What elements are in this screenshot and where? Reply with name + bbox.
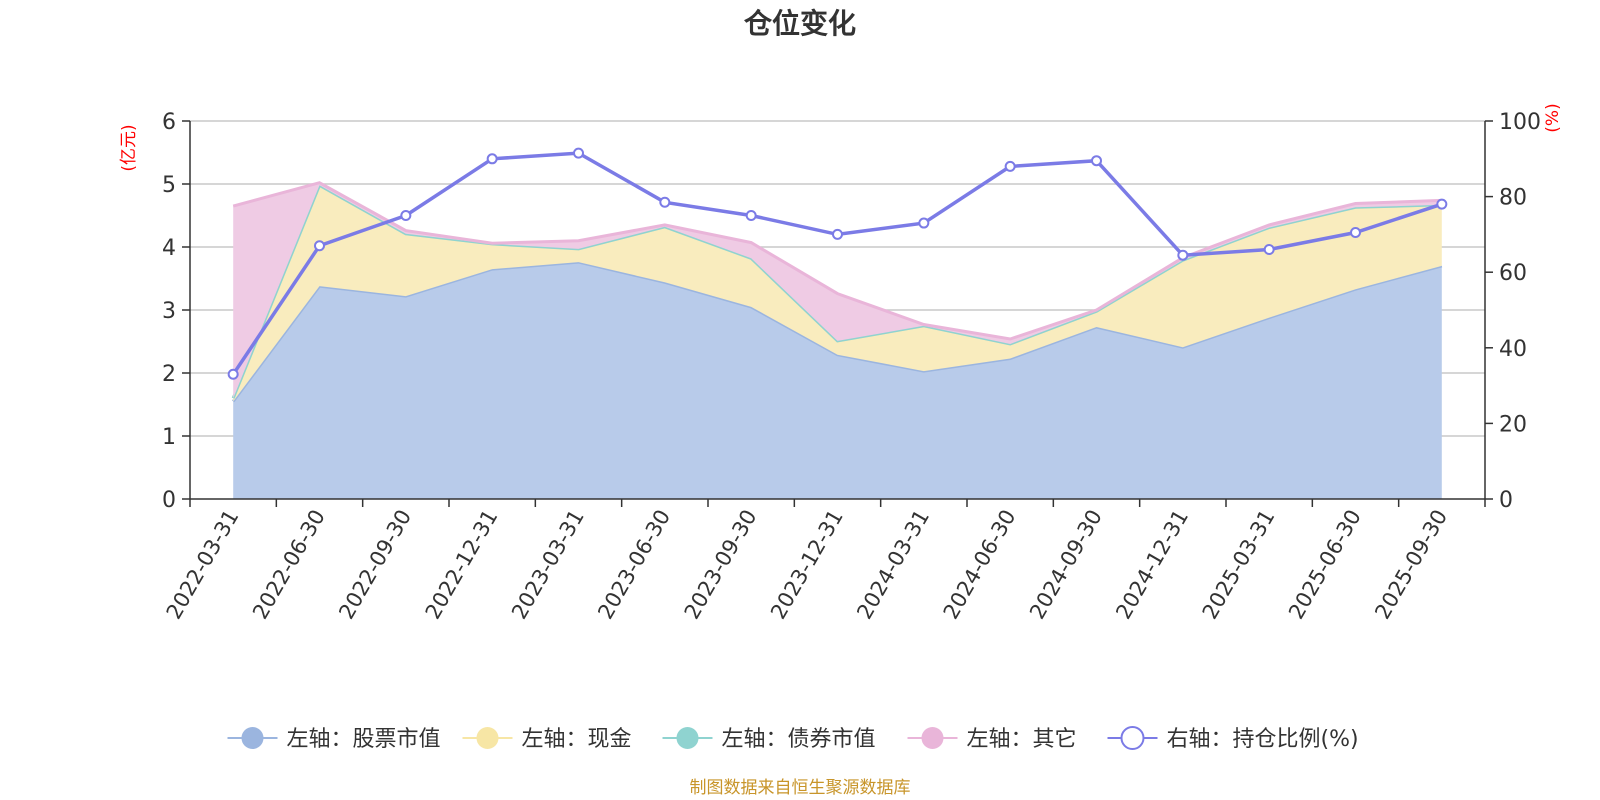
x-axis-tick-label: 2024-03-31 — [852, 506, 934, 624]
ratio-point — [832, 228, 843, 240]
x-axis-tick-label: 2025-03-31 — [1198, 506, 1280, 624]
ratio-point — [1091, 155, 1102, 167]
legend-label: 左轴：现金 — [522, 727, 632, 752]
ratio-point — [1177, 249, 1189, 261]
legend-marker — [1120, 726, 1145, 750]
legend-label: 左轴：其它 — [967, 727, 1077, 752]
x-axis-tick-label: 2025-09-30 — [1370, 506, 1452, 624]
ratio-point — [659, 196, 671, 208]
legend-item: 左轴：其它 — [907, 727, 1077, 752]
ratio-point — [314, 240, 325, 252]
left-axis-tick-label: 1 — [162, 425, 176, 450]
legend-label: 左轴：债券市值 — [722, 727, 876, 752]
x-axis-tick-label: 2022-09-30 — [334, 506, 416, 624]
x-axis-tick-label: 2025-06-30 — [1284, 506, 1366, 624]
x-axis-tick-label: 2022-12-31 — [421, 506, 503, 624]
right-axis-unit: (%) — [1543, 103, 1563, 132]
ratio-point — [1350, 227, 1361, 239]
x-axis-tick-label: 2023-12-31 — [766, 506, 848, 624]
right-axis-tick-label: 40 — [1499, 337, 1527, 362]
x-axis-tick-label: 2023-06-30 — [593, 506, 675, 624]
legend-item: 左轴：现金 — [462, 727, 632, 752]
x-axis-tick-label: 2022-03-31 — [162, 506, 244, 624]
area-左轴：现金 — [233, 185, 1442, 402]
area-左轴：其它 — [233, 182, 1442, 399]
legend-marker — [676, 727, 699, 749]
left-axis-tick-label: 5 — [162, 173, 176, 198]
x-axis-tick-label: 2023-03-31 — [507, 506, 589, 624]
left-axis-tick-label: 6 — [162, 110, 176, 135]
legend-marker — [921, 727, 944, 749]
legend-item: 左轴：债券市值 — [662, 727, 876, 752]
ratio-line — [227, 147, 1448, 380]
legend-marker — [476, 727, 499, 749]
legend-item: 右轴：持仓比例(%) — [1107, 726, 1359, 752]
ratio-point — [1436, 198, 1448, 210]
left-axis-tick-label: 2 — [162, 362, 176, 387]
legend-label: 左轴：股票市值 — [287, 727, 441, 752]
left-axis-tick-label: 0 — [162, 488, 176, 513]
right-axis-tick-label: 20 — [1499, 412, 1527, 437]
legend: 左轴：股票市值 左轴：现金 左轴：债券市值 左轴：其它 右轴：持仓比例(%) — [227, 726, 1359, 752]
left-axis-unit: (亿元) — [119, 124, 139, 171]
right-axis-tick-label: 100 — [1499, 110, 1541, 135]
ratio-point — [486, 153, 498, 165]
ratio-point — [573, 147, 584, 159]
stacked-areas — [231, 181, 1443, 499]
chart-title: 仓位变化 — [744, 7, 856, 40]
right-axis-tick-label: 0 — [1499, 488, 1513, 513]
x-axis-tick-label: 2022-06-30 — [248, 506, 330, 624]
data-source-note: 制图数据来自恒生聚源数据库 — [690, 778, 911, 798]
ratio-point — [745, 210, 757, 221]
x-axis-tick-label: 2024-12-31 — [1111, 506, 1193, 624]
ratio-point — [1004, 160, 1016, 172]
ratio-point — [1263, 244, 1275, 256]
legend-label: 右轴：持仓比例(%) — [1167, 727, 1359, 752]
right-axis-tick-label: 80 — [1499, 186, 1527, 211]
ratio-point — [918, 217, 930, 229]
x-axis-tick-label: 2023-09-30 — [680, 506, 762, 624]
area-左轴：股票市值 — [233, 262, 1442, 499]
left-axis-tick-label: 4 — [162, 236, 176, 261]
legend-marker — [241, 727, 264, 749]
left-axis-tick-label: 3 — [162, 299, 176, 324]
right-axis-tick-label: 60 — [1499, 261, 1527, 286]
x-axis-tick-label: 2024-06-30 — [939, 506, 1021, 624]
x-axis-tick-label: 2024-09-30 — [1025, 506, 1107, 624]
ratio-point — [400, 210, 412, 221]
ratio-point — [227, 368, 239, 380]
area-edge-左轴：其它 — [232, 181, 1442, 341]
legend-item: 左轴：股票市值 — [227, 727, 441, 752]
